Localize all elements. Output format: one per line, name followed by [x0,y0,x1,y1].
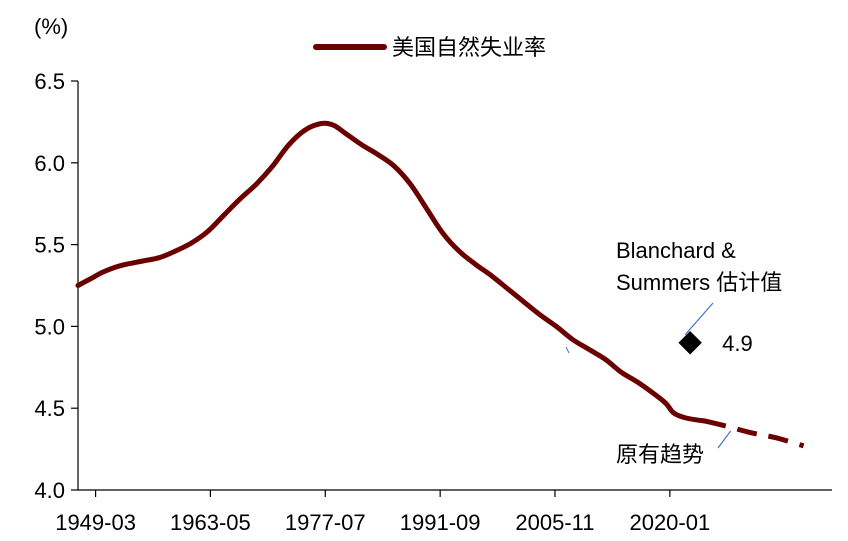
stray-mark [565,346,570,354]
natural-unemployment-line [75,120,709,424]
legend: 美国自然失业率 [313,35,546,60]
estimate-label-line1: Blanchard & [616,238,736,263]
estimate-leader-line [684,302,714,336]
trend-label: 原有趋势 [616,442,704,467]
estimate-label-line2: Summers 估计值 [616,270,782,295]
x-tick-label: 2005-11 [515,510,594,535]
x-tick-label: 1963-05 [170,510,251,535]
y-tick-label: 5.5 [34,233,65,258]
estimate-annotation: Blanchard & Summers 估计值 4.9 [616,238,782,356]
x-axis: 1949-03 1963-05 1977-07 1991-09 2005-11 2020-… [55,489,832,535]
y-tick-label: 4.0 [34,478,65,503]
y-axis-unit-label: (%) [34,14,68,39]
estimate-marker [678,331,702,355]
trend-leader-line [717,430,732,449]
x-tick-label: 1949-03 [55,510,136,535]
legend-label: 美国自然失业率 [392,35,546,60]
series-layer [75,120,805,449]
x-tick-label: 1977-07 [285,510,366,535]
trend-line [705,418,805,449]
y-tick-label: 6.5 [34,69,65,94]
y-tick-label: 6.0 [34,151,65,176]
y-tick-label: 5.0 [34,314,65,339]
x-tick-label: 2020-01 [629,510,710,535]
y-axis: 4.0 4.5 5.0 5.5 6.0 6.5 [34,69,79,503]
estimate-value-label: 4.9 [722,331,753,356]
x-tick-label: 1991-09 [400,510,481,535]
y-tick-label: 4.5 [34,396,65,421]
trend-annotation: 原有趋势 [616,430,732,467]
